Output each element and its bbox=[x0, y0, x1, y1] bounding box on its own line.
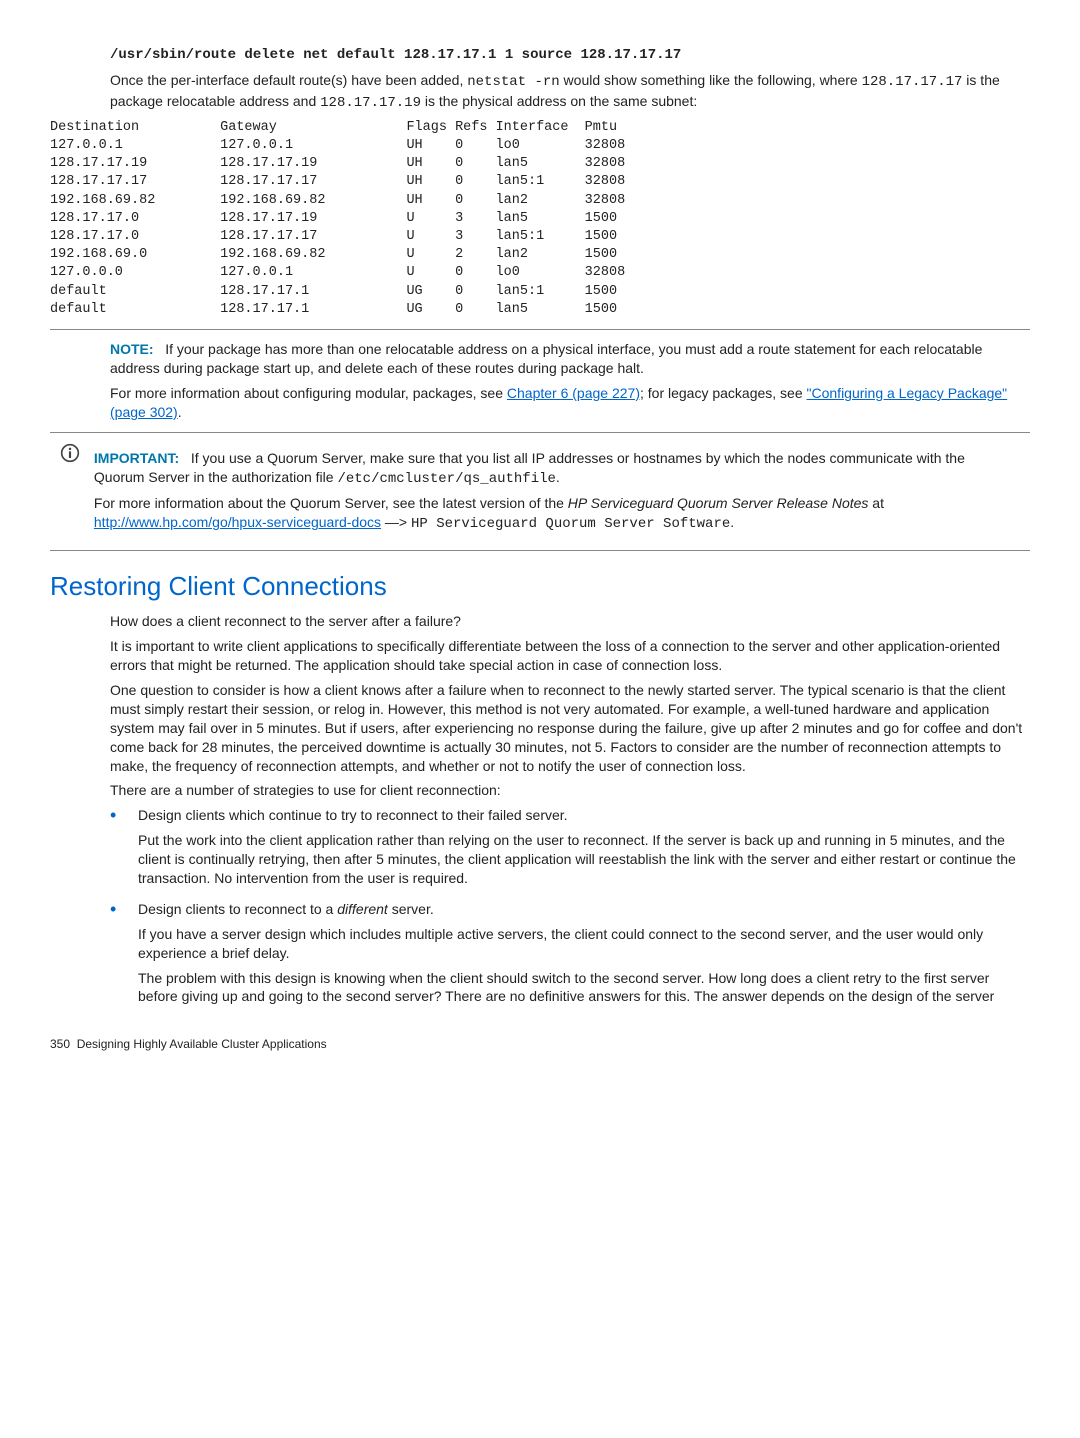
body-paragraph: One question to consider is how a client… bbox=[110, 681, 1030, 775]
intro-code: 128.17.17.19 bbox=[320, 95, 421, 111]
important-doc-title: HP Serviceguard Quorum Server Release No… bbox=[568, 495, 869, 511]
page-footer: 350 Designing Highly Available Cluster A… bbox=[50, 1036, 1030, 1052]
important-label: IMPORTANT: bbox=[94, 450, 179, 466]
bullet-heading: Design clients to reconnect to a differe… bbox=[138, 901, 434, 917]
body-paragraph: There are a number of strategies to use … bbox=[110, 781, 1030, 800]
intro-text: would show something like the following,… bbox=[560, 72, 862, 88]
important-text: For more information about the Quorum Se… bbox=[94, 495, 568, 511]
route-table: Destination Gateway Flags Refs Interface… bbox=[50, 119, 1030, 319]
list-item: Design clients to reconnect to a differe… bbox=[110, 900, 1030, 1006]
intro-code: netstat -rn bbox=[467, 74, 559, 90]
page-number: 350 bbox=[50, 1037, 70, 1051]
important-code: HP Serviceguard Quorum Server Software bbox=[411, 516, 730, 532]
bullet-body: If you have a server design which includ… bbox=[138, 925, 1030, 963]
bullet-text: Design clients to reconnect to a bbox=[138, 901, 337, 917]
important-text: at bbox=[868, 495, 884, 511]
intro-text: Once the per-interface default route(s) … bbox=[110, 72, 467, 88]
section-heading: Restoring Client Connections bbox=[50, 569, 1030, 604]
note-label: NOTE: bbox=[110, 341, 154, 357]
body-paragraph: How does a client reconnect to the serve… bbox=[110, 612, 1030, 631]
divider bbox=[50, 432, 1030, 433]
important-icon bbox=[50, 443, 90, 471]
body-paragraph: It is important to write client applicat… bbox=[110, 637, 1030, 675]
note-text: If your package has more than one reloca… bbox=[110, 341, 982, 376]
intro-code: 128.17.17.17 bbox=[862, 74, 963, 90]
important-text: . bbox=[730, 514, 734, 530]
bullet-body: Put the work into the client application… bbox=[138, 831, 1030, 888]
divider bbox=[50, 550, 1030, 551]
divider bbox=[50, 329, 1030, 330]
intro-text: is the physical address on the same subn… bbox=[421, 93, 697, 109]
bullet-list: Design clients which continue to try to … bbox=[110, 806, 1030, 1006]
note-text: For more information about configuring m… bbox=[110, 385, 507, 401]
bullet-body: The problem with this design is knowing … bbox=[138, 969, 1030, 1007]
important-code: /etc/cmcluster/qs_authfile bbox=[337, 471, 555, 487]
bullet-heading: Design clients which continue to try to … bbox=[138, 807, 568, 823]
chapter-link[interactable]: Chapter 6 (page 227) bbox=[507, 385, 640, 401]
important-block: IMPORTANT: If you use a Quorum Server, m… bbox=[50, 443, 1030, 541]
important-text: . bbox=[556, 469, 560, 485]
command-line: /usr/sbin/route delete net default 128.1… bbox=[110, 46, 1030, 65]
note-text: ; for legacy packages, see bbox=[640, 385, 807, 401]
important-text: —> bbox=[381, 514, 411, 530]
note-block: NOTE: If your package has more than one … bbox=[110, 340, 1030, 422]
note-text: . bbox=[178, 404, 182, 420]
intro-paragraph: Once the per-interface default route(s) … bbox=[110, 71, 1030, 113]
bullet-text: server. bbox=[388, 901, 434, 917]
bullet-italic: different bbox=[337, 901, 388, 917]
footer-title: Designing Highly Available Cluster Appli… bbox=[77, 1037, 327, 1051]
list-item: Design clients which continue to try to … bbox=[110, 806, 1030, 888]
hp-link[interactable]: http://www.hp.com/go/hpux-serviceguard-d… bbox=[94, 514, 381, 530]
